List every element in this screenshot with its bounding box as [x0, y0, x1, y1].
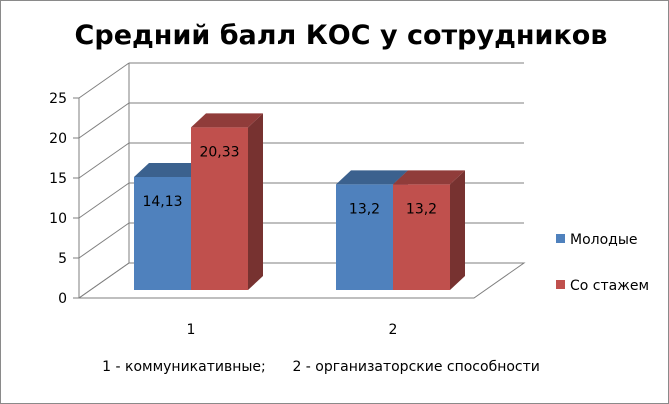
category-note: 1 - коммуникативные; 2 - организаторские…: [102, 359, 540, 375]
x-tick-label: 1: [187, 322, 196, 338]
bar-front: [191, 127, 248, 290]
data-label: 14,13: [142, 194, 182, 210]
y-tick-label: 25: [49, 91, 67, 107]
legend-swatch: [556, 280, 565, 289]
y-tick-label: 15: [49, 171, 67, 187]
y-tick-label: 5: [58, 251, 67, 267]
bar-side: [450, 170, 465, 290]
gridline-side: [78, 182, 130, 219]
gridline-side: [78, 222, 130, 259]
bar-top: [134, 162, 206, 177]
gridline-side: [78, 102, 130, 139]
bar-side: [248, 113, 263, 290]
legend: Молодые Со стажем: [556, 232, 649, 294]
bars: 14,13 20,33 13,2 13,2: [134, 113, 465, 290]
y-tick-label: 0: [58, 291, 67, 307]
data-label: 13,2: [349, 201, 380, 217]
data-label: 13,2: [406, 201, 437, 217]
gridline-side: [78, 62, 130, 99]
legend-label: Молодые: [570, 232, 638, 248]
bar-front: [393, 184, 450, 290]
y-tick-label: 10: [49, 211, 67, 227]
y-tick-label: 20: [49, 131, 67, 147]
bar-top: [393, 170, 465, 185]
gridline-side: [78, 142, 130, 179]
y-axis-ticks: 0 5 10 15 20 25: [49, 91, 67, 307]
chart-title: Средний балл КОС у сотрудников: [75, 20, 608, 51]
legend-swatch: [556, 234, 565, 243]
bar-Со стажем-2: 13,2: [393, 170, 465, 290]
bar-Со стажем-1: 20,33: [191, 113, 263, 290]
bar-top: [191, 113, 263, 128]
bar-front: [336, 184, 393, 290]
bar-top: [336, 170, 408, 185]
x-tick-label: 2: [389, 322, 398, 338]
gridline-side: [78, 262, 130, 299]
bar-front: [134, 176, 191, 290]
legend-label: Со стажем: [570, 278, 649, 294]
data-label: 20,33: [199, 144, 239, 160]
